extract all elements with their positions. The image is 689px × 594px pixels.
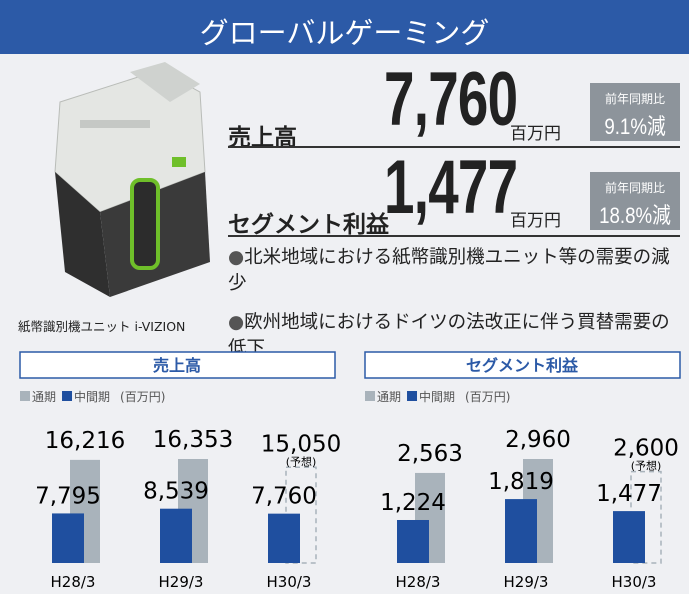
metric-label: セグメント利益 — [228, 205, 389, 239]
x-tick-label: H28/3 — [51, 573, 96, 591]
change-box: 前年同期比 18.8%減 — [590, 172, 680, 230]
unit-note: (百万円) — [120, 390, 165, 404]
chart-title: セグメント利益 — [466, 356, 579, 375]
chart-title: 売上高 — [153, 356, 201, 375]
unit-note: (百万円) — [465, 390, 510, 404]
metric-value: 1,477 — [384, 144, 517, 231]
bar — [160, 509, 192, 563]
header-title: グローバルゲーミング — [0, 10, 689, 52]
x-tick-label: H30/3 — [612, 573, 657, 591]
bullet: 北米地域における紙幣識別機ユニット等の需要の減少 — [228, 245, 683, 297]
value-label: 16,353 — [153, 427, 233, 453]
value-label: 1,224 — [380, 490, 446, 516]
metric-unit: 百万円 — [510, 206, 561, 231]
metric-unit: 百万円 — [510, 119, 561, 144]
metric-value: 7,760 — [384, 56, 517, 143]
bar — [505, 499, 537, 563]
value-label: 16,216 — [45, 428, 125, 454]
change-box: 前年同期比 9.1%減 — [590, 83, 680, 141]
legend-swatch — [62, 391, 72, 401]
value-label: 2,563 — [397, 441, 463, 467]
value-label: 7,760 — [251, 484, 317, 510]
value-label: 1,477 — [596, 481, 662, 507]
legend-label: 中間期 — [419, 389, 455, 404]
x-tick-label: H28/3 — [396, 573, 441, 591]
annotation: (予想) — [286, 454, 317, 468]
value-label: 7,795 — [35, 483, 101, 509]
value-label: 15,050 — [261, 431, 341, 457]
value-label: 2,960 — [505, 427, 571, 453]
legend-label: 通期 — [32, 390, 56, 404]
divider — [228, 235, 680, 237]
legend-swatch — [365, 391, 375, 401]
product-photo — [40, 62, 215, 302]
legend-swatch — [407, 391, 417, 401]
legend-swatch — [20, 391, 30, 401]
legend-label: 中間期 — [74, 389, 110, 404]
bar — [613, 511, 645, 563]
annotation: (予想) — [631, 459, 662, 473]
image-caption: 紙幣識別機ユニット i-VIZION — [18, 316, 185, 335]
change-label: 前年同期比 — [590, 90, 680, 107]
value-label: 1,819 — [488, 469, 554, 495]
bar — [268, 514, 300, 563]
change-value: 18.8%減 — [597, 198, 674, 230]
value-label: 8,539 — [143, 479, 209, 505]
value-label: 2,600 — [613, 436, 679, 462]
page: グローバルゲーミング 紙幣識別機ユニット i-VIZION 売上高 7,760 … — [0, 0, 689, 594]
change-value: 9.1%減 — [597, 109, 674, 141]
x-tick-label: H30/3 — [267, 573, 312, 591]
x-tick-label: H29/3 — [159, 573, 204, 591]
change-label: 前年同期比 — [590, 179, 680, 196]
bar — [397, 520, 429, 563]
x-tick-label: H29/3 — [504, 573, 549, 591]
legend-label: 通期 — [377, 390, 401, 404]
bar — [52, 513, 84, 563]
